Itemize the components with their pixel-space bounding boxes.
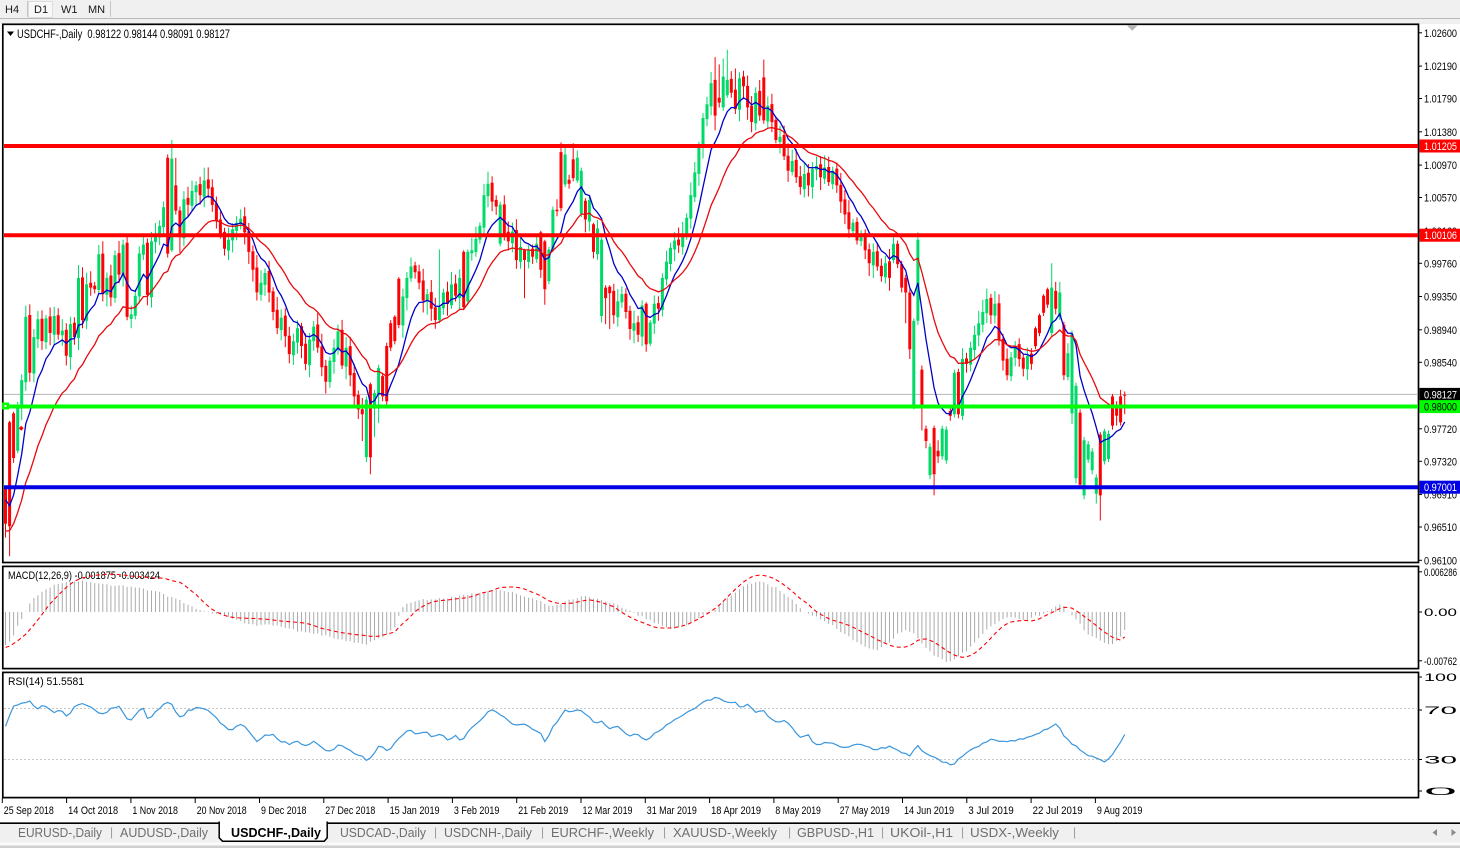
svg-text:3 Feb 2019: 3 Feb 2019 [454, 805, 500, 817]
svg-text:0.97001: 0.97001 [1424, 482, 1457, 494]
svg-text:18 Apr 2019: 18 Apr 2019 [711, 805, 761, 817]
svg-text:1 Nov 2018: 1 Nov 2018 [132, 805, 178, 817]
svg-text:|: | [881, 825, 884, 839]
svg-text:EURUSD-,Daily: EURUSD-,Daily [18, 826, 103, 840]
svg-text:W1: W1 [61, 4, 78, 16]
svg-text:12 Mar 2019: 12 Mar 2019 [583, 805, 633, 817]
svg-text:|: | [1073, 825, 1076, 839]
svg-text:XAUUSD-,Weekly: XAUUSD-,Weekly [673, 826, 778, 840]
svg-text:1.02190: 1.02190 [1424, 61, 1457, 73]
svg-text:3 Jul 2019: 3 Jul 2019 [968, 805, 1014, 817]
svg-text:0.00: 0.00 [1424, 607, 1457, 619]
svg-text:8 May 2019: 8 May 2019 [775, 805, 821, 817]
svg-text:AUDUSD-,Daily: AUDUSD-,Daily [120, 826, 209, 840]
svg-text:1.00106: 1.00106 [1424, 230, 1457, 242]
svg-text:1.01790: 1.01790 [1424, 94, 1457, 106]
svg-text:|: | [961, 825, 964, 839]
svg-text:|: | [663, 825, 666, 839]
svg-text:100: 100 [1424, 672, 1457, 684]
svg-text:25 Sep 2018: 25 Sep 2018 [4, 805, 54, 817]
svg-text:USDX-,Weekly: USDX-,Weekly [970, 826, 1060, 840]
svg-text:0.98127: 0.98127 [1424, 389, 1457, 401]
svg-text:|: | [110, 825, 113, 839]
svg-text:UKOil-,H1: UKOil-,H1 [890, 826, 953, 840]
svg-text:USDCHF-,Daily: USDCHF-,Daily [231, 826, 321, 840]
svg-text:0.96510: 0.96510 [1424, 522, 1457, 534]
svg-text:MN: MN [88, 4, 105, 16]
svg-text:|: | [541, 825, 544, 839]
svg-text:0.98540: 0.98540 [1424, 357, 1457, 369]
svg-text:30: 30 [1424, 755, 1457, 767]
svg-text:USDCNH-,Daily: USDCNH-,Daily [444, 826, 533, 840]
svg-text:GBPUSD-,H1: GBPUSD-,H1 [797, 826, 874, 840]
svg-text:EURCHF-,Weekly: EURCHF-,Weekly [551, 826, 655, 840]
svg-text:USDCHF-,Daily 0.98122 0.98144: USDCHF-,Daily 0.98122 0.98144 0.98091 0.… [17, 29, 230, 41]
svg-text:RSI(14) 51.5581: RSI(14) 51.5581 [8, 676, 84, 688]
svg-text:0.97320: 0.97320 [1424, 456, 1457, 468]
svg-text:20 Nov 2018: 20 Nov 2018 [197, 805, 247, 817]
svg-text:9 Dec 2018: 9 Dec 2018 [261, 805, 307, 817]
svg-text:|: | [434, 825, 437, 839]
svg-text:-0.00762: -0.00762 [1424, 656, 1457, 668]
svg-text:70: 70 [1424, 705, 1457, 717]
svg-text:MACD(12,26,9) -0.001875 -0.003: MACD(12,26,9) -0.001875 -0.003424 [8, 570, 160, 582]
svg-text:22 Jul 2019: 22 Jul 2019 [1033, 805, 1083, 817]
svg-text:0.98940: 0.98940 [1424, 325, 1457, 337]
svg-text:0.006286: 0.006286 [1424, 567, 1457, 579]
svg-text:21 Feb 2019: 21 Feb 2019 [518, 805, 568, 817]
svg-text:27 May 2019: 27 May 2019 [840, 805, 890, 817]
svg-text:|: | [788, 825, 791, 839]
svg-text:31 Mar 2019: 31 Mar 2019 [647, 805, 697, 817]
svg-text:USDCAD-,Daily: USDCAD-,Daily [340, 826, 427, 840]
svg-text:1.02600: 1.02600 [1424, 28, 1457, 40]
svg-text:14 Oct 2018: 14 Oct 2018 [68, 805, 118, 817]
svg-text:0.98000: 0.98000 [1424, 402, 1457, 414]
svg-text:H4: H4 [5, 4, 19, 16]
svg-text:0.96100: 0.96100 [1424, 555, 1457, 567]
svg-text:14 Jun 2019: 14 Jun 2019 [904, 805, 954, 817]
svg-text:0: 0 [1424, 786, 1457, 798]
svg-text:15 Jan 2019: 15 Jan 2019 [390, 805, 440, 817]
svg-text:1.00970: 1.00970 [1424, 160, 1457, 172]
svg-text:0.97720: 0.97720 [1424, 424, 1457, 436]
svg-text:1.01205: 1.01205 [1424, 141, 1457, 153]
svg-text:0.99760: 0.99760 [1424, 258, 1457, 270]
svg-text:0.99350: 0.99350 [1424, 292, 1457, 304]
svg-text:9 Aug 2019: 9 Aug 2019 [1097, 805, 1143, 817]
svg-text:1.01380: 1.01380 [1424, 127, 1457, 139]
svg-text:D1: D1 [34, 4, 48, 16]
svg-text:1.00570: 1.00570 [1424, 193, 1457, 205]
svg-text:27 Dec 2018: 27 Dec 2018 [325, 805, 375, 817]
